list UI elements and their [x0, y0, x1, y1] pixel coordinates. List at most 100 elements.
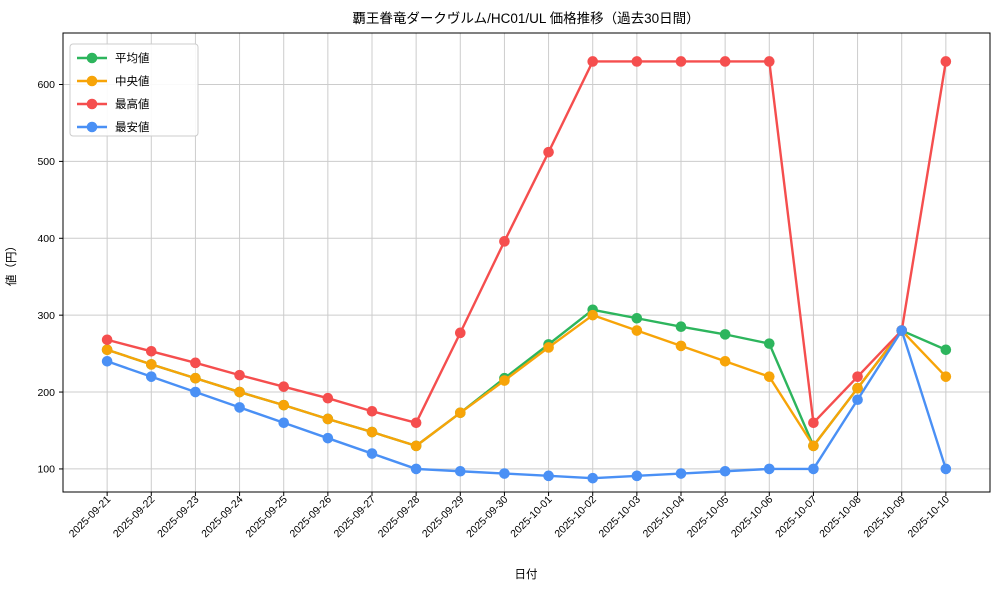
- data-point-min: [366, 448, 378, 459]
- series-median: [101, 309, 952, 452]
- data-point-max: [322, 392, 334, 404]
- x-tick-label: 2025-09-22: [111, 494, 158, 541]
- x-tick-label: 2025-10-03: [597, 494, 644, 541]
- data-point-median: [852, 382, 863, 394]
- data-point-max: [499, 236, 510, 247]
- data-point-min: [543, 470, 554, 482]
- legend-label-median: 中央値: [115, 75, 150, 88]
- x-tick-label: 2025-10-08: [817, 494, 864, 541]
- data-point-min: [852, 394, 863, 406]
- legend-marker-dot: [86, 52, 98, 64]
- data-point-min: [808, 463, 819, 475]
- x-tick-label: 2025-09-25: [243, 494, 290, 541]
- x-tick-label: 2025-10-06: [729, 494, 776, 541]
- x-tick-label: 2025-09-29: [420, 494, 467, 541]
- data-point-max: [587, 56, 599, 67]
- legend-marker-dot: [86, 75, 98, 87]
- legend-marker-dot: [86, 98, 98, 110]
- data-point-max: [543, 146, 554, 158]
- data-point-max: [278, 381, 290, 392]
- x-axis-label: 日付: [515, 568, 538, 581]
- y-tick-label: 500: [37, 156, 55, 168]
- data-point-median: [543, 342, 554, 353]
- data-point-min: [454, 465, 466, 477]
- data-point-max: [234, 369, 245, 381]
- y-tick-label: 400: [37, 233, 55, 245]
- data-point-max: [366, 405, 378, 417]
- series-median-line: [106, 313, 947, 448]
- data-point-min: [234, 402, 245, 413]
- data-point-min: [719, 465, 731, 477]
- data-point-max: [145, 346, 157, 357]
- data-point-average: [719, 329, 731, 340]
- data-point-max: [454, 327, 466, 339]
- series-max-line: [106, 60, 948, 425]
- x-tick-label: 2025-09-24: [199, 494, 246, 541]
- data-point-median: [278, 399, 290, 411]
- x-tick-label: 2025-09-27: [332, 494, 379, 541]
- data-point-min: [631, 470, 643, 482]
- data-point-min: [940, 463, 952, 475]
- x-tick-label: 2025-09-28: [376, 494, 423, 541]
- y-tick-label: 600: [37, 79, 55, 91]
- x-tick-label: 2025-10-01: [508, 494, 555, 541]
- data-point-max: [719, 56, 731, 67]
- x-tick-label: 2025-10-10: [906, 494, 953, 541]
- legend-item-average: 平均値: [77, 52, 150, 65]
- grid-layer: [63, 33, 990, 492]
- data-point-max: [631, 56, 643, 67]
- data-point-median: [454, 407, 466, 419]
- data-point-median: [631, 325, 643, 336]
- x-tick-label: 2025-09-30: [464, 494, 511, 541]
- data-point-median: [366, 426, 378, 438]
- data-point-median: [675, 340, 687, 352]
- legend-item-max: 最高値: [77, 97, 150, 111]
- data-point-median: [322, 413, 334, 425]
- data-point-average: [631, 312, 643, 324]
- data-point-median: [234, 386, 245, 398]
- x-tick-label: 2025-10-07: [773, 494, 820, 541]
- data-point-min: [278, 417, 290, 429]
- data-point-min: [101, 355, 113, 367]
- data-point-average: [763, 338, 775, 349]
- data-point-min: [145, 371, 157, 382]
- plot-area: [63, 33, 990, 492]
- data-point-min: [587, 472, 599, 484]
- data-point-min: [896, 325, 908, 336]
- data-point-min: [675, 468, 687, 479]
- legend-item-min: 最安値: [77, 120, 150, 134]
- data-point-min: [499, 468, 510, 479]
- data-point-max: [410, 417, 422, 429]
- data-point-median: [940, 371, 952, 382]
- y-tick-label: 200: [37, 387, 55, 399]
- x-tick-label: 2025-10-05: [685, 494, 732, 541]
- data-point-max: [190, 357, 201, 369]
- data-point-min: [410, 463, 422, 475]
- plot-border: [62, 32, 991, 493]
- series-min-line: [106, 329, 948, 480]
- series-layer: [101, 56, 952, 484]
- legend-label-min: 最安値: [115, 120, 150, 134]
- legend-marker-dot: [86, 121, 98, 133]
- x-tick-label: 2025-10-04: [641, 494, 688, 541]
- series-min: [101, 325, 952, 484]
- data-point-min: [763, 463, 775, 475]
- legend-box: [69, 43, 199, 137]
- data-point-max: [675, 56, 687, 67]
- chart-title: 覇王眷竜ダークヴルム/HC01/UL 価格推移（過去30日間）: [352, 10, 699, 26]
- data-point-max: [808, 417, 819, 429]
- data-point-median: [145, 359, 157, 370]
- data-point-max: [852, 371, 863, 382]
- x-tick-label: 2025-09-23: [155, 494, 202, 541]
- legend-label-average: 平均値: [115, 52, 150, 65]
- data-point-average: [675, 321, 687, 332]
- y-tick-label: 300: [37, 310, 55, 322]
- legend-item-median: 中央値: [77, 75, 150, 88]
- data-point-median: [763, 371, 775, 382]
- data-point-median: [808, 440, 819, 452]
- data-point-max: [940, 56, 952, 67]
- data-point-median: [587, 309, 599, 321]
